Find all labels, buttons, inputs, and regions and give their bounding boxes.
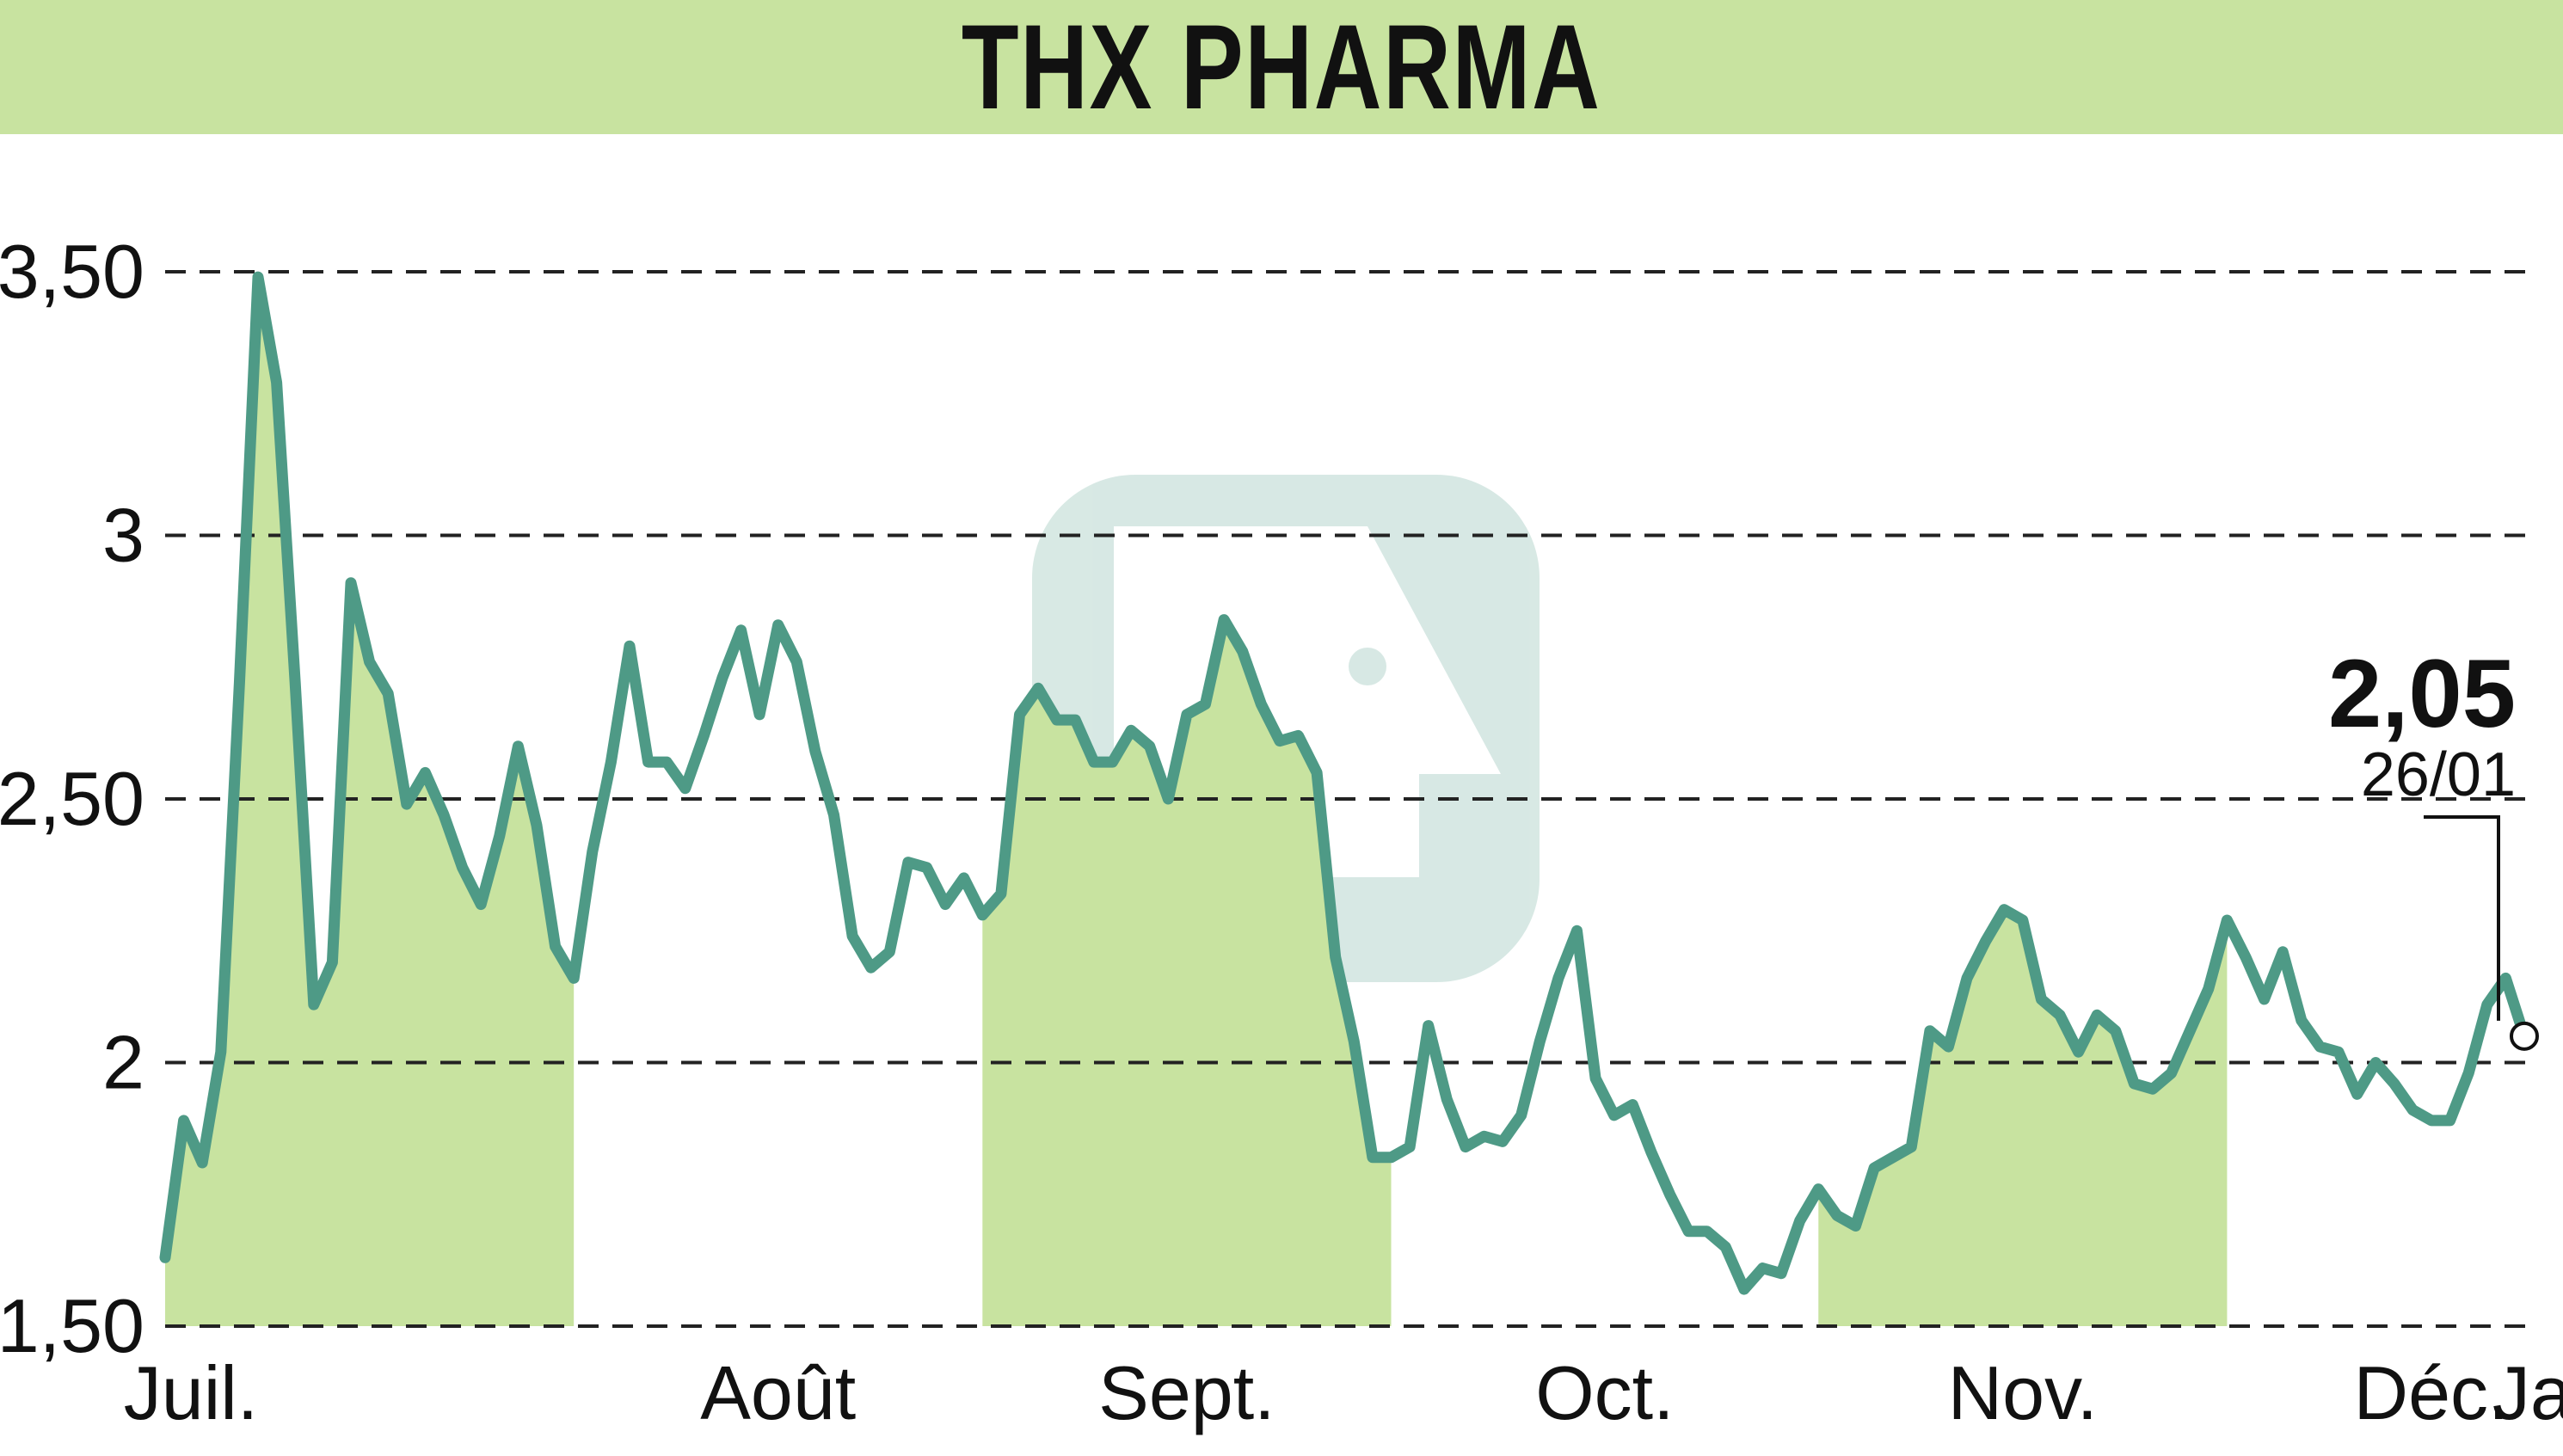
y-axis-labels: 1,50 2 2,50 3 3,50	[0, 229, 144, 1368]
x-tick-label: Oct.	[1535, 1350, 1674, 1435]
x-tick-label: Juil.	[124, 1350, 259, 1435]
x-tick-label: Août	[700, 1350, 856, 1435]
y-tick-label: 3,50	[0, 229, 144, 314]
month-fill-0	[165, 277, 575, 1327]
watermark-eye	[1349, 648, 1386, 685]
last-point-marker	[2510, 1021, 2539, 1051]
x-tick-label: Nov.	[1948, 1350, 2098, 1435]
y-tick-label: 2	[102, 1020, 144, 1105]
x-tick-label: Sept.	[1098, 1350, 1275, 1435]
y-tick-label: 1,50	[0, 1283, 144, 1368]
title-bar: THX PHARMA	[0, 0, 2563, 134]
grid-lines	[165, 270, 2530, 1328]
month-fill-4	[1818, 909, 2228, 1326]
month-fill-2	[982, 619, 1392, 1326]
x-tick-label: Janv.	[2492, 1350, 2563, 1435]
callout-leader	[2424, 815, 2500, 1021]
y-tick-label: 2,50	[0, 756, 144, 841]
x-axis-labels: Juil. Août Sept. Oct. Nov. Déc.Janv.	[124, 1350, 2563, 1435]
price-series	[159, 271, 2530, 1295]
y-tick-label: 3	[102, 493, 144, 578]
chart-title: THX PHARMA	[962, 0, 1601, 134]
last-value-label: 2,05	[2328, 640, 2516, 747]
series-line	[159, 271, 2530, 1295]
last-date-label: 26/01	[2361, 740, 2516, 809]
x-tick-label: Déc.	[2354, 1350, 2510, 1435]
month-shading	[165, 277, 2228, 1327]
